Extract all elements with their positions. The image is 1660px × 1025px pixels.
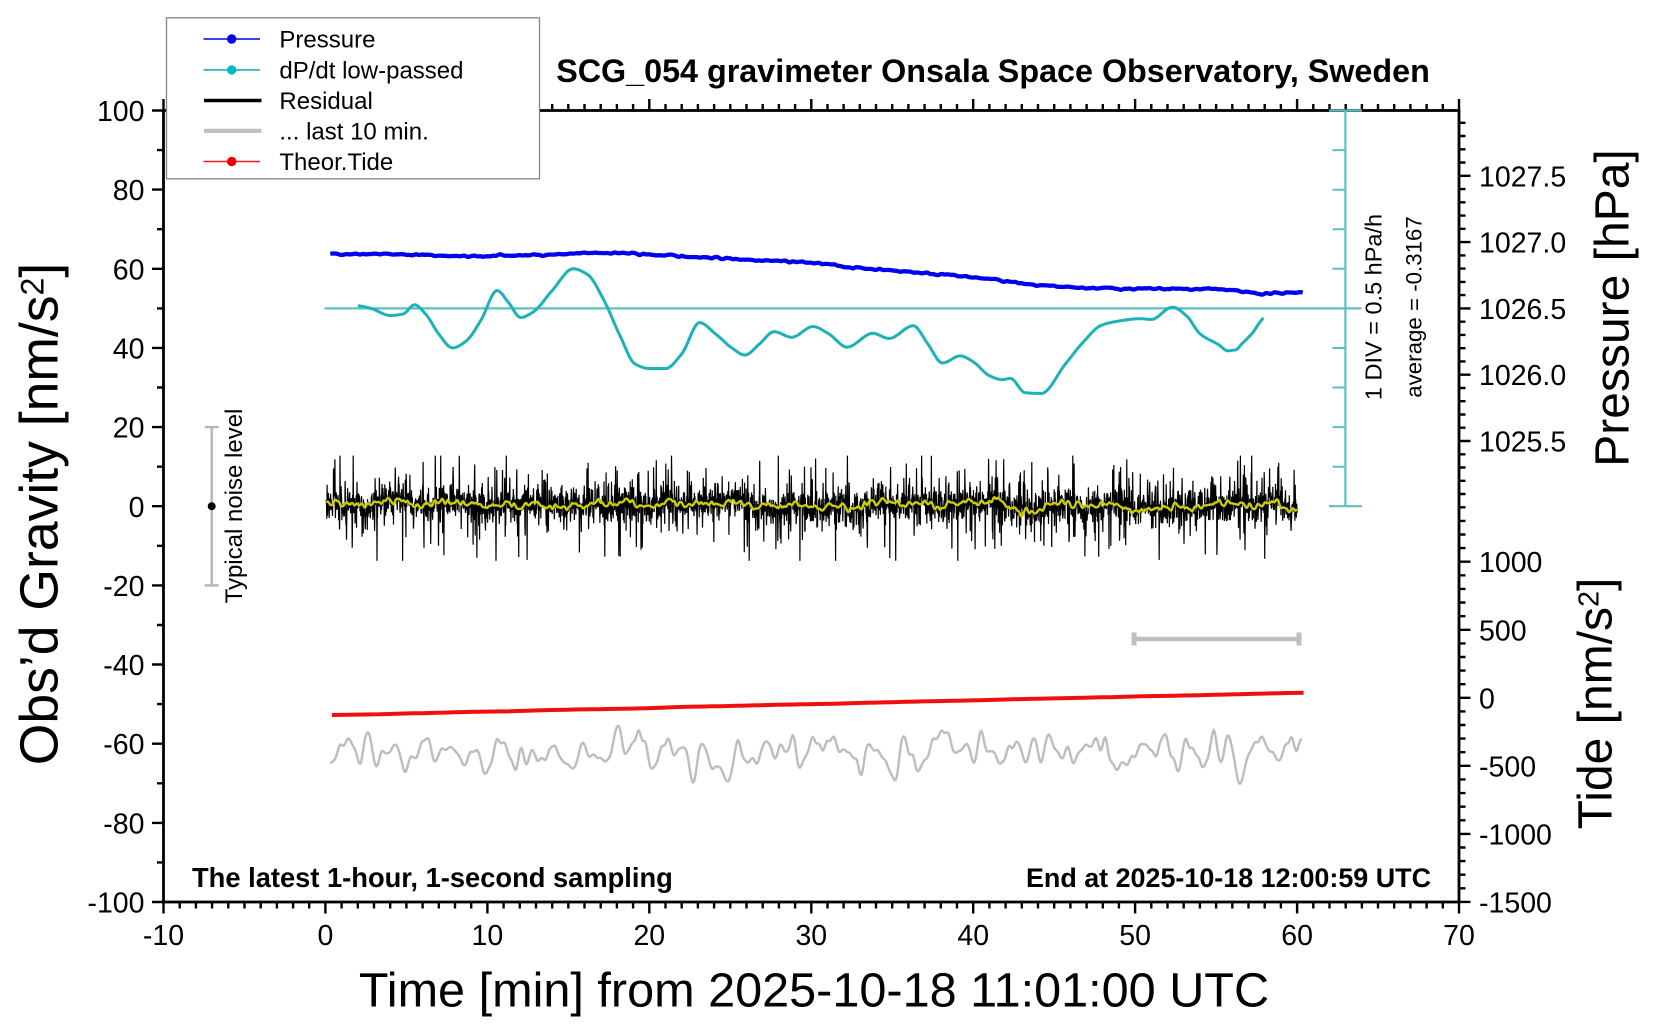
svg-text:1025.5: 1025.5 [1479,427,1566,459]
svg-text:40: 40 [113,333,145,365]
svg-text:20: 20 [633,920,665,952]
svg-text:1027.5: 1027.5 [1479,161,1566,193]
svg-text:Tide [nm/s2]: Tide [nm/s2] [1570,578,1623,830]
svg-text:20: 20 [113,413,145,445]
svg-text:1026.5: 1026.5 [1479,294,1566,326]
svg-text:average = -0.3167: average = -0.3167 [1402,216,1427,398]
svg-text:SCG_054 gravimeter Onsala Spac: SCG_054 gravimeter Onsala Space Observat… [556,53,1430,89]
svg-text:10: 10 [472,920,504,952]
svg-text:-20: -20 [103,571,144,603]
svg-text:Typical noise level: Typical noise level [221,409,248,604]
svg-text:-10: -10 [143,920,184,952]
svg-text:0: 0 [129,492,145,524]
svg-text:50: 50 [1119,920,1151,952]
svg-text:Residual: Residual [279,88,372,115]
svg-text:The latest 1-hour, 1-second sa: The latest 1-hour, 1-second sampling [192,862,673,893]
svg-text:Obs’d Gravity [nm/s2]: Obs’d Gravity [nm/s2] [11,263,70,765]
svg-text:60: 60 [1281,920,1313,952]
svg-text:1 DIV = 0.5 hPa/h: 1 DIV = 0.5 hPa/h [1361,214,1387,400]
svg-text:... last 10 min.: ... last 10 min. [279,119,428,146]
svg-text:-40: -40 [103,650,144,682]
svg-text:70: 70 [1443,920,1475,952]
svg-text:0: 0 [317,920,333,952]
svg-text:1026.0: 1026.0 [1479,360,1566,392]
svg-text:-80: -80 [103,808,144,840]
svg-text:-1500: -1500 [1479,887,1552,919]
svg-text:80: 80 [113,175,145,207]
svg-text:-1000: -1000 [1479,819,1552,851]
svg-text:-100: -100 [87,888,144,920]
svg-text:Pressure: Pressure [279,27,375,54]
svg-text:30: 30 [795,920,827,952]
svg-text:0: 0 [1479,683,1495,715]
svg-text:-500: -500 [1479,751,1536,783]
svg-text:Time [min] from 2025-10-18 11:: Time [min] from 2025-10-18 11:01:00 UTC [359,964,1269,1018]
svg-text:End at 2025-10-18 12:00:59 UTC: End at 2025-10-18 12:00:59 UTC [1026,863,1431,893]
svg-text:Pressure [hPa]: Pressure [hPa] [1587,149,1640,466]
svg-text:Theor.Tide: Theor.Tide [279,149,393,176]
svg-text:1000: 1000 [1479,547,1542,579]
svg-text:40: 40 [957,920,989,952]
svg-text:dP/dt low-passed: dP/dt low-passed [279,58,463,85]
svg-text:60: 60 [113,254,145,286]
svg-text:500: 500 [1479,615,1527,647]
svg-text:-60: -60 [103,729,144,761]
svg-text:100: 100 [97,96,145,128]
svg-text:1027.0: 1027.0 [1479,228,1566,260]
